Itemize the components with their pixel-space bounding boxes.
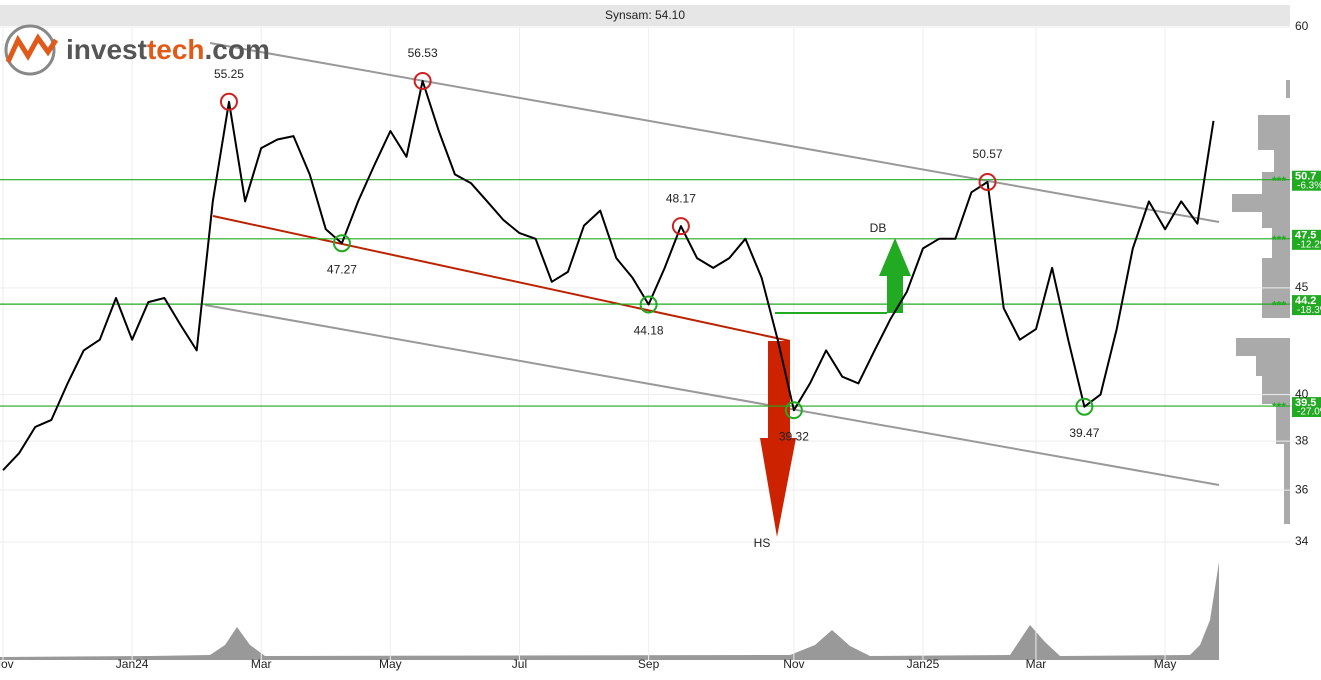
plot: 55.25 56.53 48.17 50.57 47.27 44.18 39.32 39.47 [2, 46, 1215, 471]
extreme-marker [978, 173, 997, 192]
y-tick-label: 40 [1295, 387, 1309, 401]
x-tick-label: Jan25 [907, 657, 940, 671]
x-tick-label: May [379, 657, 402, 671]
trend-lower [204, 304, 1220, 486]
level-change: -27.0% [1297, 407, 1321, 418]
level-change: -12.2% [1297, 239, 1321, 250]
extreme-label: 48.17 [666, 191, 696, 205]
hs-neckline [212, 215, 791, 342]
x-tick-label: Mar [251, 657, 272, 671]
extreme-label: 47.27 [327, 262, 357, 276]
extreme-marker [639, 295, 658, 314]
level-stars: *** [1272, 233, 1286, 247]
pattern-label: HS [754, 536, 771, 550]
x-tick-label: Nov [783, 657, 804, 671]
grid [0, 26, 1290, 660]
level-value: 50.7 [1295, 171, 1316, 183]
logo-text: investtech.com [66, 34, 270, 65]
axis-area [1290, 0, 1321, 680]
chart-title: Synsam: 54.10 [605, 8, 685, 22]
levels: *** 50.7-6.3% *** 47.5-12.2% *** 44.2-18.3% **… [0, 171, 1321, 418]
pattern-label: DB [870, 221, 887, 235]
level-value: 39.5 [1295, 397, 1316, 409]
extreme-label: 55.25 [214, 67, 244, 81]
level-change: -6.3% [1297, 180, 1321, 191]
price-line [2, 80, 1215, 471]
trend-upper [209, 42, 1220, 223]
extreme-label: 56.53 [408, 46, 438, 60]
y-tick-label: 36 [1295, 482, 1309, 496]
x-tick-label: Jul [512, 657, 527, 671]
level-value: 47.5 [1295, 230, 1316, 242]
extreme-marker [413, 72, 432, 91]
x-tick-label: Nov [0, 657, 14, 671]
level-stars: *** [1272, 400, 1286, 414]
extreme-marker [219, 92, 238, 111]
y-tick-label: 60 [1295, 19, 1309, 33]
extreme-label: 44.18 [634, 324, 664, 338]
y-tick-label: 45 [1295, 280, 1309, 294]
level-box [1292, 397, 1321, 418]
extreme-marker [332, 234, 351, 253]
extreme-label: 50.57 [973, 147, 1003, 161]
extreme-label: 39.32 [779, 429, 809, 443]
x-tick-label: Jan24 [116, 657, 149, 671]
extreme-marker [1075, 397, 1094, 416]
level-value: 44.2 [1295, 295, 1316, 307]
y-tick-label: 34 [1295, 534, 1309, 548]
level-box [1292, 295, 1321, 316]
hs-arrow [760, 341, 796, 537]
extreme-marker [784, 401, 803, 420]
level-change: -18.3% [1297, 305, 1321, 316]
extreme-marker [671, 217, 690, 236]
level-stars: *** [1272, 298, 1286, 312]
extreme-label: 39.47 [1069, 426, 1099, 440]
x-tick-label: Mar [1026, 657, 1047, 671]
level-box [1292, 170, 1321, 191]
title-bar [0, 5, 1290, 26]
level-box [1292, 229, 1321, 250]
x-tick-label: Sep [638, 657, 660, 671]
logo: investtech.com [4, 24, 270, 76]
y-tick-label: 38 [1295, 433, 1309, 447]
level-stars: *** [1272, 174, 1286, 188]
db-arrow [879, 238, 911, 313]
x-tick-label: May [1154, 657, 1177, 671]
